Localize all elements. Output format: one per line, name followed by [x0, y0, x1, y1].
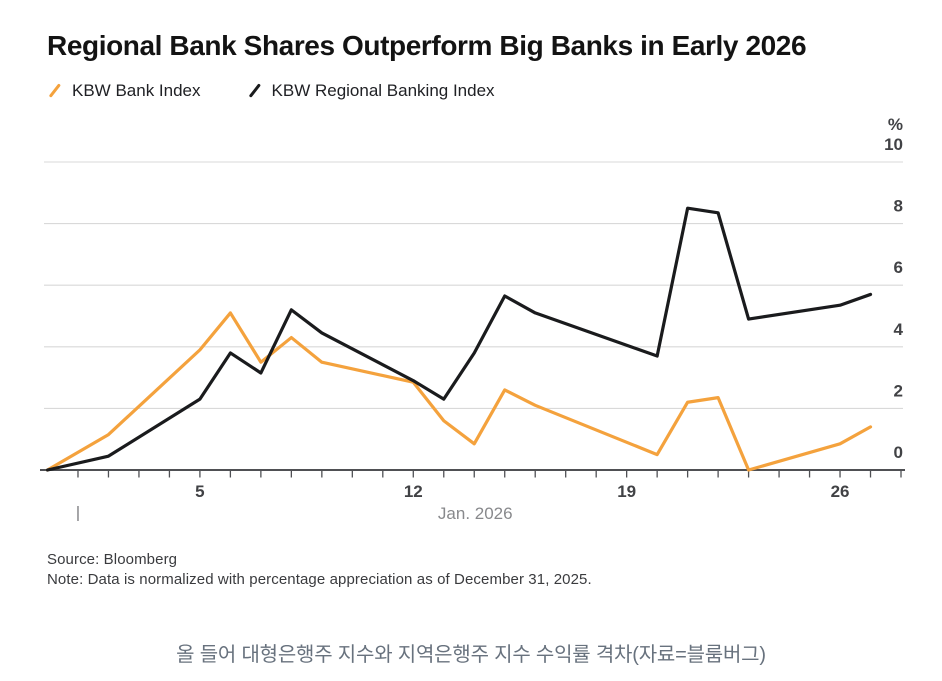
series-line-kbw-regional-banking-index	[45, 206, 873, 472]
legend-label-kbw-bank-index: KBW Bank Index	[72, 81, 201, 100]
y-axis-unit-label: %	[888, 115, 903, 134]
legend-item-kbw-regional-banking-index: KBW Regional Banking Index	[247, 81, 495, 101]
x-axis-month-label: Jan. 2026	[438, 504, 513, 523]
y-axis-label-2: 2	[894, 381, 903, 400]
chart-legend: KBW Bank Index KBW Regional Banking Inde…	[47, 81, 495, 101]
y-axis-label-10: 10	[884, 135, 903, 154]
note-text: Note: Data is normalized with percentage…	[47, 571, 592, 588]
legend-item-kbw-bank-index: KBW Bank Index	[47, 81, 201, 101]
x-axis-label-26: 26	[831, 482, 850, 501]
korean-caption: 올 들어 대형은행주 지수와 지역은행주 지수 수익률 격차(자료=블룸버그)	[176, 644, 766, 666]
y-axis-label-6: 6	[894, 258, 903, 277]
x-axis-label-5: 5	[195, 482, 204, 501]
x-axis-label-19: 19	[617, 482, 636, 501]
y-axis-label-0: 0	[894, 443, 903, 462]
chart-title: Regional Bank Shares Outperform Big Bank…	[47, 30, 807, 61]
y-axis-label-8: 8	[894, 197, 903, 216]
source-text: Source: Bloomberg	[47, 551, 178, 568]
series-line-kbw-bank-index	[45, 311, 873, 472]
legend-label-kbw-regional-banking-index: KBW Regional Banking Index	[271, 81, 495, 100]
y-axis-label-4: 4	[894, 320, 904, 339]
x-axis-label-12: 12	[404, 482, 423, 501]
